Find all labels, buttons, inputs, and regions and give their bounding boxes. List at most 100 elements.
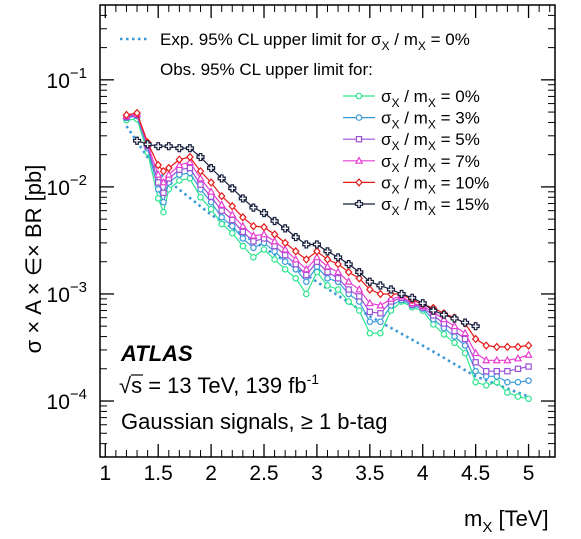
series-point-4 bbox=[313, 247, 321, 256]
series-point-0 bbox=[482, 382, 490, 389]
series-point-4 bbox=[503, 342, 512, 352]
y-tick-exponent: −4 bbox=[70, 386, 87, 403]
series-point-5 bbox=[323, 247, 332, 256]
series-point-0 bbox=[154, 195, 162, 202]
series-point-4 bbox=[376, 289, 385, 299]
sqrt-symbol: √ bbox=[119, 373, 132, 398]
series-point-0 bbox=[207, 205, 215, 213]
series-point-2 bbox=[186, 164, 194, 172]
legend-sub-x2: X bbox=[428, 139, 436, 153]
series-point-1 bbox=[493, 373, 501, 380]
series-point-4 bbox=[164, 163, 173, 173]
series-point-5 bbox=[196, 152, 205, 162]
series-point-2 bbox=[377, 310, 384, 317]
sqrt-s: s bbox=[131, 373, 142, 398]
series-point-5 bbox=[164, 142, 173, 151]
y-tick-label: 10−1 bbox=[47, 65, 87, 93]
series-point-5 bbox=[408, 293, 417, 302]
series-point-5 bbox=[249, 203, 258, 212]
legend-sub-x2: X bbox=[428, 96, 436, 110]
series-point-3 bbox=[259, 229, 269, 238]
series-point-3 bbox=[175, 160, 184, 169]
legend-exp-sub2: X bbox=[418, 39, 426, 53]
series-point-5 bbox=[185, 144, 195, 153]
series-point-4 bbox=[260, 222, 268, 232]
series-point-4 bbox=[493, 342, 501, 352]
series-point-0 bbox=[366, 329, 374, 337]
series-point-1 bbox=[154, 185, 162, 193]
legend-over-m: / m bbox=[400, 195, 428, 214]
legend-swatch-marker-0 bbox=[355, 92, 363, 100]
series-point-3 bbox=[450, 321, 459, 330]
legend-sub-x: X bbox=[392, 182, 400, 196]
legend-sub-x: X bbox=[392, 118, 400, 132]
series-point-3 bbox=[365, 298, 374, 307]
series-point-5 bbox=[344, 260, 353, 269]
series-point-1 bbox=[482, 373, 490, 380]
y-axis-title: σ × A × ∈× BR [pb] bbox=[21, 165, 46, 354]
series-line-1 bbox=[126, 115, 529, 383]
series-point-3 bbox=[333, 267, 343, 276]
series-point-3 bbox=[228, 210, 237, 218]
legend-over-m: / m bbox=[400, 109, 428, 128]
x-tick-label: 1 bbox=[99, 462, 111, 485]
series-point-5 bbox=[397, 289, 406, 299]
legend-sub-x2: X bbox=[428, 118, 436, 132]
legend: Exp. 95% CL upper limit for σX / mX = 0%… bbox=[120, 30, 489, 218]
series-point-1 bbox=[218, 214, 225, 221]
series-point-5 bbox=[460, 318, 470, 327]
series-point-3 bbox=[185, 157, 195, 166]
legend-entry-3: σX / mX = 7% bbox=[381, 152, 480, 175]
y-axis-ticks: 10−410−310−210−1 bbox=[47, 4, 555, 458]
x-tick-label: 2.5 bbox=[249, 462, 278, 485]
series-point-2 bbox=[239, 228, 247, 236]
luminosity-exponent: -1 bbox=[307, 371, 320, 387]
series-point-0 bbox=[197, 193, 204, 201]
legend-observed-header: Obs. 95% CL upper limit for: bbox=[160, 60, 373, 79]
series-point-5 bbox=[302, 240, 311, 249]
energy-value: = 13 TeV, 139 fb bbox=[142, 373, 307, 398]
series-point-3 bbox=[291, 254, 300, 263]
legend-over-m: / m bbox=[400, 87, 428, 106]
series-point-4 bbox=[514, 342, 522, 352]
series-point-2 bbox=[197, 181, 204, 188]
series-point-3 bbox=[471, 348, 480, 357]
series-point-3 bbox=[164, 170, 173, 178]
series-point-3 bbox=[302, 264, 311, 273]
series-point-0 bbox=[493, 378, 501, 386]
series-point-0 bbox=[345, 298, 352, 305]
series-5 bbox=[132, 136, 480, 331]
series-point-3 bbox=[460, 328, 470, 337]
y-tick-exponent: −2 bbox=[70, 172, 87, 189]
series-point-5 bbox=[281, 224, 290, 233]
legend-sigma: σ bbox=[381, 87, 392, 106]
legend-sigma: σ bbox=[381, 173, 392, 192]
legend-exp-end: = 0% bbox=[426, 30, 470, 49]
series-point-2 bbox=[514, 365, 522, 372]
series-point-0 bbox=[160, 208, 167, 216]
series-point-0 bbox=[239, 242, 247, 250]
y-tick-label: 10−4 bbox=[47, 386, 87, 414]
legend-swatch-marker-2 bbox=[355, 136, 363, 143]
series-point-1 bbox=[271, 248, 278, 255]
x-tick-label: 4 bbox=[417, 462, 429, 485]
series-line-3 bbox=[126, 113, 529, 361]
series-point-0 bbox=[525, 395, 532, 403]
legend-exp-text: Exp. 95% CL upper limit for σ bbox=[160, 30, 382, 49]
series-layer bbox=[122, 108, 533, 403]
series-point-3 bbox=[482, 355, 491, 364]
x-axis-title: mX [TeV] bbox=[464, 506, 549, 536]
legend-sigma: σ bbox=[381, 130, 392, 149]
legend-swatch-marker-3 bbox=[354, 156, 364, 164]
series-point-2 bbox=[250, 238, 257, 245]
series-point-4 bbox=[207, 178, 215, 187]
legend-swatch-marker-1 bbox=[355, 114, 363, 121]
series-point-2 bbox=[303, 271, 310, 279]
series-point-1 bbox=[504, 378, 511, 386]
legend-entry-0: σX / mX = 0% bbox=[381, 87, 480, 110]
x-tick-label: 3 bbox=[311, 462, 323, 485]
y-tick-base: 10 bbox=[47, 177, 70, 200]
legend-exp-sub1: X bbox=[382, 39, 390, 53]
legend-sub-x: X bbox=[392, 139, 400, 153]
series-point-2 bbox=[218, 207, 225, 214]
